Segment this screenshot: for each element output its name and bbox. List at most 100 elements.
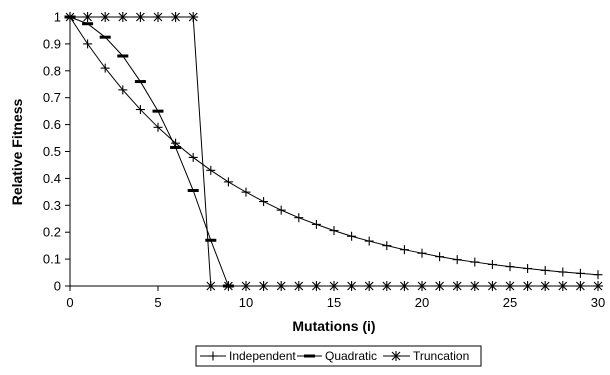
point-independent <box>540 265 550 275</box>
series-independent <box>65 12 603 280</box>
point-truncation <box>522 281 533 291</box>
legend-marker-truncation <box>391 351 401 361</box>
point-independent <box>83 39 93 49</box>
point-truncation <box>381 281 392 291</box>
point-independent <box>364 236 374 246</box>
legend-label-quadratic: Quadratic <box>325 349 377 363</box>
point-truncation <box>311 281 322 291</box>
series-line-quadratic <box>69 16 229 287</box>
point-truncation <box>135 12 146 22</box>
point-truncation <box>329 281 339 291</box>
point-independent <box>259 197 269 207</box>
y-tick-label: 0 <box>54 279 61 294</box>
legend-marker-quadratic <box>304 354 315 358</box>
point-quadratic <box>205 238 217 242</box>
y-tick-label: 0.4 <box>43 171 61 186</box>
point-truncation <box>205 281 216 291</box>
point-truncation <box>417 281 427 291</box>
legend-marker-independent <box>208 351 218 361</box>
y-tick-label: 0.1 <box>43 252 61 267</box>
point-truncation <box>399 281 410 291</box>
series-line-independent <box>69 16 599 276</box>
point-independent <box>347 231 357 241</box>
point-independent <box>575 268 585 278</box>
point-independent <box>558 267 568 277</box>
point-truncation <box>241 281 251 291</box>
y-tick-label: 0.9 <box>43 36 61 51</box>
point-independent <box>223 177 233 187</box>
point-independent <box>399 245 409 255</box>
y-tick-label: 0.8 <box>43 63 61 78</box>
point-truncation <box>469 281 480 291</box>
point-independent <box>523 264 533 274</box>
y-tick-label: 0.2 <box>43 225 61 240</box>
point-truncation <box>540 281 551 291</box>
point-truncation <box>223 281 234 291</box>
point-quadratic <box>117 54 129 58</box>
point-truncation <box>434 281 445 291</box>
point-quadratic <box>82 22 94 26</box>
y-tick-label: 0.7 <box>43 90 61 105</box>
point-truncation <box>452 281 463 291</box>
point-truncation <box>188 12 199 22</box>
point-independent <box>188 152 198 162</box>
point-truncation <box>364 281 375 291</box>
point-truncation <box>346 281 357 291</box>
x-tick-label: 0 <box>66 295 73 310</box>
legend-box <box>195 345 482 367</box>
point-independent <box>241 187 251 197</box>
point-quadratic <box>187 189 199 193</box>
y-axis-title: Relative Fitness <box>9 98 25 205</box>
point-truncation <box>487 281 498 291</box>
point-independent <box>311 219 321 229</box>
point-independent <box>329 226 339 236</box>
point-truncation <box>258 281 269 291</box>
series-line-truncation <box>70 16 598 287</box>
point-quadratic <box>170 145 182 149</box>
point-independent <box>435 252 445 262</box>
point-truncation <box>505 281 515 291</box>
point-independent <box>100 63 110 73</box>
x-tick-label: 25 <box>503 295 517 310</box>
point-truncation <box>153 12 163 22</box>
point-truncation <box>293 281 304 291</box>
x-tick-label: 5 <box>154 295 161 310</box>
legend-item-independent: Independent <box>200 349 296 363</box>
y-tick-label: 0.6 <box>43 117 61 132</box>
x-axis-title: Mutations (i) <box>292 318 375 334</box>
plot-area: 0 0.1 0.2 0.3 0.4 0.5 0.6 0.7 0.8 0.9 1 0 5 10 15 20 25… <box>43 10 605 311</box>
point-quadratic <box>152 109 164 113</box>
point-independent <box>593 270 603 280</box>
point-truncation <box>117 12 128 22</box>
legend-label-independent: Independent <box>229 349 296 363</box>
point-truncation <box>65 12 75 22</box>
y-tick-label: 0.3 <box>43 198 61 213</box>
point-truncation <box>593 281 603 291</box>
point-truncation <box>557 281 568 291</box>
point-independent <box>294 213 304 223</box>
point-quadratic <box>99 35 111 39</box>
point-independent <box>118 85 128 95</box>
x-ticks: 0 5 10 15 20 25 30 <box>66 286 605 310</box>
legend-label-truncation: Truncation <box>413 349 469 363</box>
point-quadratic <box>134 80 146 84</box>
point-independent <box>135 105 145 115</box>
y-ticks: 0 0.1 0.2 0.3 0.4 0.5 0.6 0.7 0.8 0.9 1 <box>43 10 70 294</box>
point-independent <box>417 248 427 258</box>
legend: Independent Quadratic Truncation <box>195 345 482 367</box>
point-truncation <box>170 12 181 22</box>
point-independent <box>206 165 216 175</box>
point-independent <box>470 257 480 267</box>
series-layer <box>64 12 603 291</box>
point-truncation <box>100 12 111 22</box>
point-independent <box>153 122 163 132</box>
point-independent <box>382 241 392 251</box>
point-truncation <box>276 281 287 291</box>
x-tick-label: 15 <box>327 295 341 310</box>
point-truncation <box>82 12 93 22</box>
x-tick-label: 30 <box>591 295 605 310</box>
point-truncation <box>575 281 586 291</box>
series-truncation <box>65 12 603 291</box>
y-tick-label: 1 <box>54 10 61 25</box>
